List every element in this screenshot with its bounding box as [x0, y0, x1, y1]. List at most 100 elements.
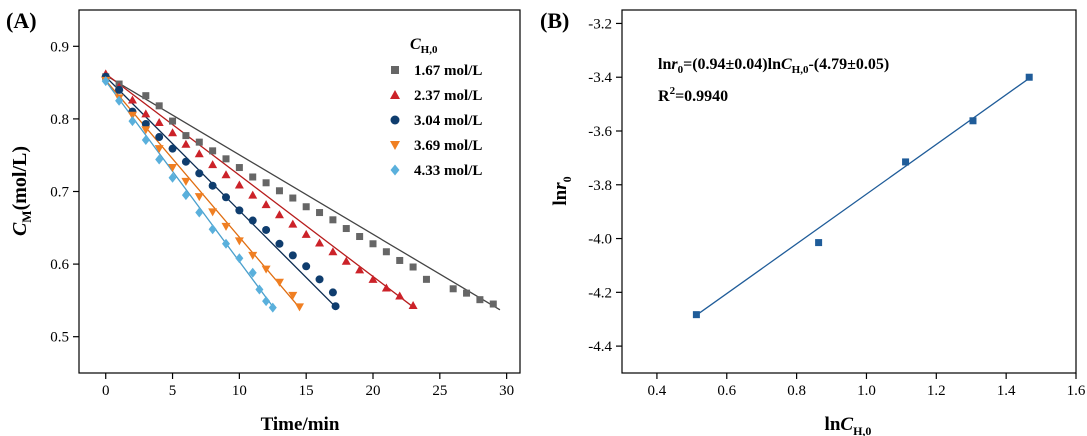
data-point: [355, 265, 365, 274]
fit-equation: lnr0=(0.94±0.04)lnCH,0-(4.79±0.05): [658, 56, 889, 76]
data-point: [141, 119, 150, 128]
data-point: [316, 209, 324, 217]
data-point: [288, 219, 298, 228]
data-point: [489, 300, 497, 308]
data-point: [248, 216, 257, 225]
data-point: [154, 145, 164, 154]
data-point: [301, 229, 311, 238]
data-point: [382, 248, 390, 256]
data-point: [221, 170, 231, 179]
panel-a-fit-lines: [105, 73, 501, 311]
panel-b: (B) 0.4 0.6 0.8 1.0 1.2 1.4 1.6 -4.4 -4.2 -4.0 -3.…: [540, 8, 1086, 436]
data-point: [235, 253, 244, 264]
data-point: [969, 117, 977, 125]
data-point: [288, 291, 298, 300]
legend-label: 3.04 mol/L: [414, 113, 482, 129]
legend-marker: [390, 115, 400, 125]
y-tick-label: -4.4: [588, 339, 612, 355]
data-point: [249, 173, 257, 181]
data-point: [295, 303, 304, 312]
data-point: [127, 111, 137, 120]
y-tick-label: -3.8: [588, 178, 612, 194]
data-point: [222, 193, 230, 202]
data-point: [221, 222, 231, 231]
data-point: [369, 240, 377, 248]
data-point: [315, 238, 325, 247]
data-point: [408, 300, 418, 309]
data-point: [289, 194, 297, 202]
data-point: [261, 200, 271, 209]
data-point: [288, 251, 297, 260]
legend-label: 1.67 mol/L: [414, 63, 482, 79]
fit-line-0: [696, 77, 1030, 316]
x-tick-label: 20: [366, 383, 381, 399]
data-point: [181, 157, 190, 166]
y-tick-label: -4.2: [588, 285, 612, 301]
data-point: [194, 193, 204, 202]
data-point: [342, 225, 350, 233]
data-point: [274, 210, 284, 219]
data-point: [248, 190, 258, 199]
y-tick-label: -4.0: [588, 232, 612, 248]
data-point: [127, 95, 137, 104]
data-point: [368, 274, 378, 283]
data-point: [902, 158, 910, 166]
x-tick-label: 0: [102, 383, 110, 399]
data-point: [181, 190, 190, 201]
panel-a-data-points: [101, 69, 497, 313]
data-point: [222, 238, 230, 249]
panel-b-plot-frame: [621, 9, 1077, 374]
legend-marker: [390, 90, 400, 99]
x-tick-label: 1.4: [997, 383, 1016, 399]
x-tick-label: 0.4: [648, 383, 667, 399]
data-point: [168, 144, 177, 153]
legend-item: 3.69 mol/L: [390, 138, 482, 154]
data-point: [115, 85, 124, 94]
data-point: [449, 285, 457, 293]
data-point: [815, 239, 823, 247]
data-point: [274, 278, 284, 287]
x-tick-label: 1.2: [927, 383, 946, 399]
panel-a-x-axis-label: Time/min: [261, 414, 340, 435]
data-point: [155, 102, 163, 110]
data-point: [181, 177, 191, 186]
data-point: [234, 180, 244, 189]
data-point: [142, 92, 150, 100]
legend-marker: [390, 164, 400, 176]
data-point: [331, 302, 340, 311]
y-tick-label: 0.8: [50, 112, 69, 128]
panel-b-y-axis-label: lnr0: [550, 176, 574, 205]
data-point: [328, 247, 338, 256]
data-point: [169, 117, 177, 125]
y-tick-label: 0.5: [50, 330, 69, 346]
panel-b-fit-line: [696, 77, 1030, 316]
data-point: [341, 256, 351, 265]
data-point: [168, 164, 178, 173]
legend-item: 4.33 mol/L: [390, 163, 482, 179]
data-point: [168, 172, 177, 183]
panel-b-ticks: 0.4 0.6 0.8 1.0 1.2 1.4 1.6 -4.4 -4.2 -4.0 -3.8 -3.…: [588, 16, 1086, 399]
data-point: [154, 118, 164, 127]
panel-a-legend: CH,0 1.67 mol/L 2.37 mol/L 3.04 mol/L 3.69 …: [390, 36, 482, 179]
data-point: [315, 275, 324, 284]
data-point: [235, 164, 243, 172]
legend-label: 4.33 mol/L: [414, 163, 482, 179]
legend-item: 1.67 mol/L: [391, 63, 482, 79]
y-tick-label: -3.6: [588, 124, 612, 140]
x-tick-label: 30: [499, 383, 514, 399]
data-point: [155, 133, 164, 142]
data-point: [101, 76, 110, 87]
data-point: [208, 181, 217, 190]
panel-b-x-axis-label: lnCH,0: [825, 414, 872, 436]
data-point: [141, 126, 151, 135]
data-point: [128, 116, 137, 127]
x-tick-label: 10: [232, 383, 247, 399]
x-tick-label: 1.6: [1067, 383, 1086, 399]
data-point: [356, 233, 364, 241]
panel-a: (A) 0 5 10 15 20 25 30 0.5 0.6 0.7 0.8 0.9 Time/min…: [6, 8, 521, 435]
fit-line-0: [105, 74, 501, 311]
data-point: [222, 155, 230, 163]
panel-a-label: (A): [6, 8, 37, 33]
data-point: [195, 169, 204, 178]
